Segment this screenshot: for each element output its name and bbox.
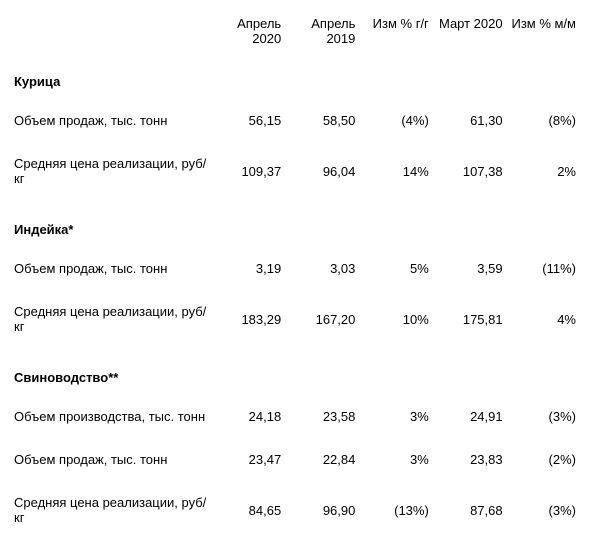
table-row: Объем продаж, тыс. тонн 23,47 22,84 3% 2… bbox=[10, 438, 580, 481]
cell-mar2020: 3,59 bbox=[433, 247, 507, 290]
table-row: Средняя цена реализации, руб/кг 109,37 9… bbox=[10, 142, 580, 200]
table-row: Средняя цена реализации, руб/кг 84,65 96… bbox=[10, 481, 580, 539]
cell-apr2020: 24,18 bbox=[211, 395, 285, 438]
cell-yoy: 3% bbox=[359, 395, 432, 438]
cell-yoy: (4%) bbox=[359, 99, 432, 142]
table-body: Курица Объем продаж, тыс. тонн 56,15 58,… bbox=[10, 52, 580, 539]
cell-mar2020: 23,83 bbox=[433, 438, 507, 481]
cell-mar2020: 107,38 bbox=[433, 142, 507, 200]
cell-apr2020: 3,19 bbox=[211, 247, 285, 290]
cell-apr2019: 96,04 bbox=[285, 142, 359, 200]
section-title: Курица bbox=[10, 52, 580, 99]
section-header: Свиноводство** bbox=[10, 348, 580, 395]
col-header-mar2020: Март 2020 bbox=[433, 10, 507, 52]
cell-apr2020: 84,65 bbox=[211, 481, 285, 539]
table-row: Объем продаж, тыс. тонн 3,19 3,03 5% 3,5… bbox=[10, 247, 580, 290]
row-label: Объем производства, тыс. тонн bbox=[10, 395, 211, 438]
cell-mar2020: 175,81 bbox=[433, 290, 507, 348]
row-label: Объем продаж, тыс. тонн bbox=[10, 99, 211, 142]
cell-yoy: 10% bbox=[359, 290, 432, 348]
cell-mom: (2%) bbox=[507, 438, 580, 481]
section-title: Свиноводство** bbox=[10, 348, 580, 395]
header-row: Апрель 2020 Апрель 2019 Изм % г/г Март 2… bbox=[10, 10, 580, 52]
cell-yoy: 5% bbox=[359, 247, 432, 290]
cell-yoy: 3% bbox=[359, 438, 432, 481]
cell-apr2020: 23,47 bbox=[211, 438, 285, 481]
row-label: Средняя цена реализации, руб/кг bbox=[10, 290, 211, 348]
table-row: Объем производства, тыс. тонн 24,18 23,5… bbox=[10, 395, 580, 438]
data-table: Апрель 2020 Апрель 2019 Изм % г/г Март 2… bbox=[10, 10, 580, 539]
cell-mar2020: 24,91 bbox=[433, 395, 507, 438]
section-header: Индейка* bbox=[10, 200, 580, 247]
col-header-apr2019: Апрель 2019 bbox=[285, 10, 359, 52]
cell-mar2020: 61,30 bbox=[433, 99, 507, 142]
table-row: Средняя цена реализации, руб/кг 183,29 1… bbox=[10, 290, 580, 348]
cell-yoy: (13%) bbox=[359, 481, 432, 539]
col-header-apr2020: Апрель 2020 bbox=[211, 10, 285, 52]
cell-mom: (8%) bbox=[507, 99, 580, 142]
cell-apr2019: 96,90 bbox=[285, 481, 359, 539]
cell-mom: (3%) bbox=[507, 395, 580, 438]
table-row: Объем продаж, тыс. тонн 56,15 58,50 (4%)… bbox=[10, 99, 580, 142]
cell-apr2019: 58,50 bbox=[285, 99, 359, 142]
cell-apr2019: 23,58 bbox=[285, 395, 359, 438]
cell-mom: (11%) bbox=[507, 247, 580, 290]
col-header-label bbox=[10, 10, 211, 52]
row-label: Объем продаж, тыс. тонн bbox=[10, 247, 211, 290]
col-header-yoy: Изм % г/г bbox=[359, 10, 432, 52]
cell-mom: 2% bbox=[507, 142, 580, 200]
cell-apr2020: 183,29 bbox=[211, 290, 285, 348]
cell-apr2020: 56,15 bbox=[211, 99, 285, 142]
cell-yoy: 14% bbox=[359, 142, 432, 200]
row-label: Средняя цена реализации, руб/кг bbox=[10, 142, 211, 200]
cell-apr2019: 22,84 bbox=[285, 438, 359, 481]
section-header: Курица bbox=[10, 52, 580, 99]
cell-apr2020: 109,37 bbox=[211, 142, 285, 200]
section-title: Индейка* bbox=[10, 200, 580, 247]
row-label: Объем продаж, тыс. тонн bbox=[10, 438, 211, 481]
row-label: Средняя цена реализации, руб/кг bbox=[10, 481, 211, 539]
cell-mom: (3%) bbox=[507, 481, 580, 539]
cell-apr2019: 3,03 bbox=[285, 247, 359, 290]
cell-mar2020: 87,68 bbox=[433, 481, 507, 539]
cell-mom: 4% bbox=[507, 290, 580, 348]
col-header-mom: Изм % м/м bbox=[507, 10, 580, 52]
cell-apr2019: 167,20 bbox=[285, 290, 359, 348]
